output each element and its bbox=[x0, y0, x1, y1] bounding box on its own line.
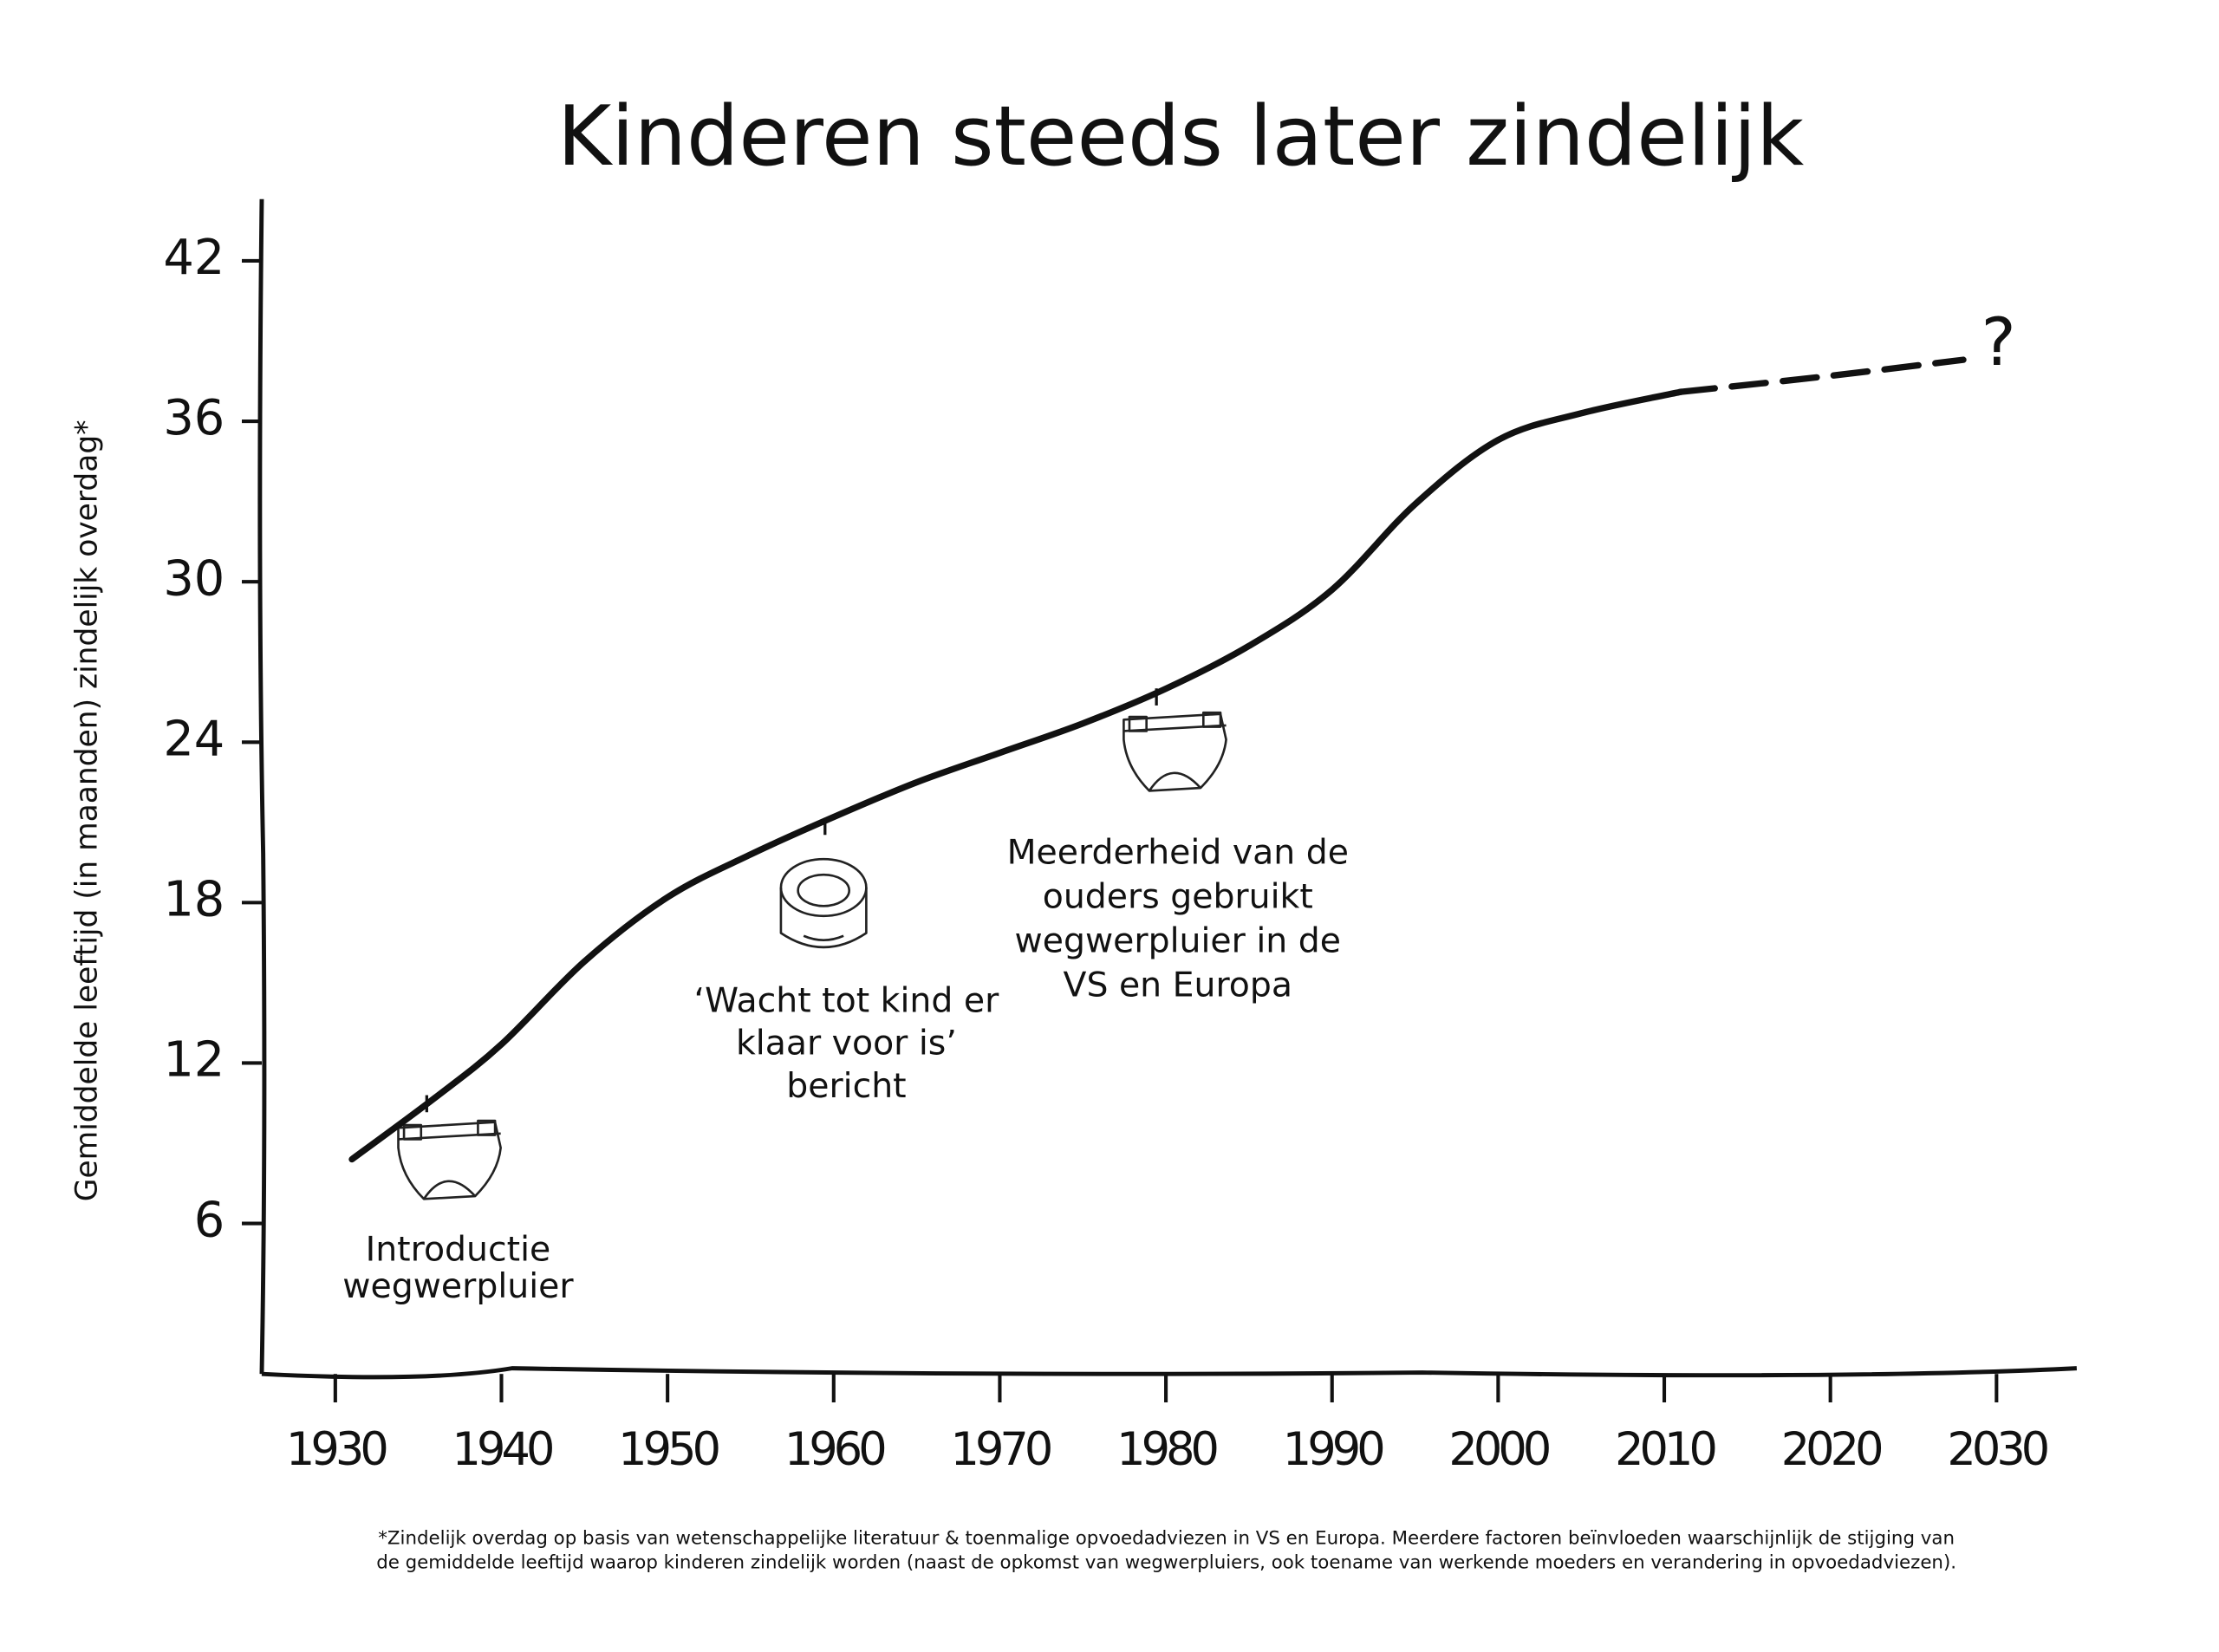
footnote: de gemiddelde leeftijd waarop kinderen z… bbox=[376, 1551, 1956, 1573]
footnote: *Zindelijk overdag op basis van wetensch… bbox=[378, 1528, 1955, 1550]
x-tick-label: 2010 bbox=[1615, 1423, 1715, 1476]
y-tick-label: 6 bbox=[194, 1193, 225, 1249]
annotation: VS en Europa bbox=[1064, 965, 1293, 1005]
annotation: klaar voor is’ bbox=[736, 1024, 957, 1063]
y-tick-label: 30 bbox=[163, 550, 225, 607]
annotation: Introductie bbox=[366, 1230, 551, 1270]
y-tick-label: 24 bbox=[163, 711, 225, 767]
chart-title: Kinderen steeds later zindelijk bbox=[557, 89, 1804, 185]
annotation: Meerderheid van de bbox=[1007, 833, 1349, 873]
y-tick-label: 18 bbox=[163, 872, 225, 928]
annotation: bericht bbox=[786, 1066, 906, 1106]
x-tick-label: 1970 bbox=[950, 1423, 1050, 1476]
y-tick-label: 42 bbox=[163, 230, 225, 286]
potty-icon bbox=[779, 857, 868, 949]
x-axis bbox=[261, 1366, 2077, 1380]
y-axis bbox=[257, 198, 267, 1375]
projection-line bbox=[1677, 356, 1967, 395]
x-tick-label: 2000 bbox=[1448, 1423, 1548, 1476]
x-tick-label: 2020 bbox=[1781, 1423, 1881, 1476]
x-tick-label: 1950 bbox=[618, 1423, 718, 1476]
x-tick-label: 1990 bbox=[1283, 1423, 1383, 1476]
diaper-icon bbox=[397, 1119, 502, 1200]
x-tick-label: 1960 bbox=[784, 1423, 884, 1476]
annotation: ‘Wacht tot kind er bbox=[694, 980, 1000, 1020]
x-tick-label: 2030 bbox=[1947, 1423, 2047, 1476]
y-axis-label: Gemiddelde leeftijd (in maanden) zindeli… bbox=[69, 420, 104, 1201]
annotation: wegwerpluier in de bbox=[1015, 920, 1341, 960]
x-tick-label: 1940 bbox=[452, 1423, 552, 1476]
annotation: ouders gebruikt bbox=[1043, 877, 1313, 917]
x-tick-label: 1930 bbox=[286, 1423, 386, 1476]
x-tick-label: 1980 bbox=[1116, 1423, 1216, 1476]
y-tick-label: 12 bbox=[163, 1032, 225, 1089]
annotation: ? bbox=[1981, 304, 2016, 380]
diaper-icon bbox=[1123, 711, 1227, 792]
annotation: wegwerpluier bbox=[342, 1266, 574, 1306]
data-line bbox=[348, 388, 1684, 1163]
y-tick-label: 36 bbox=[163, 390, 225, 446]
